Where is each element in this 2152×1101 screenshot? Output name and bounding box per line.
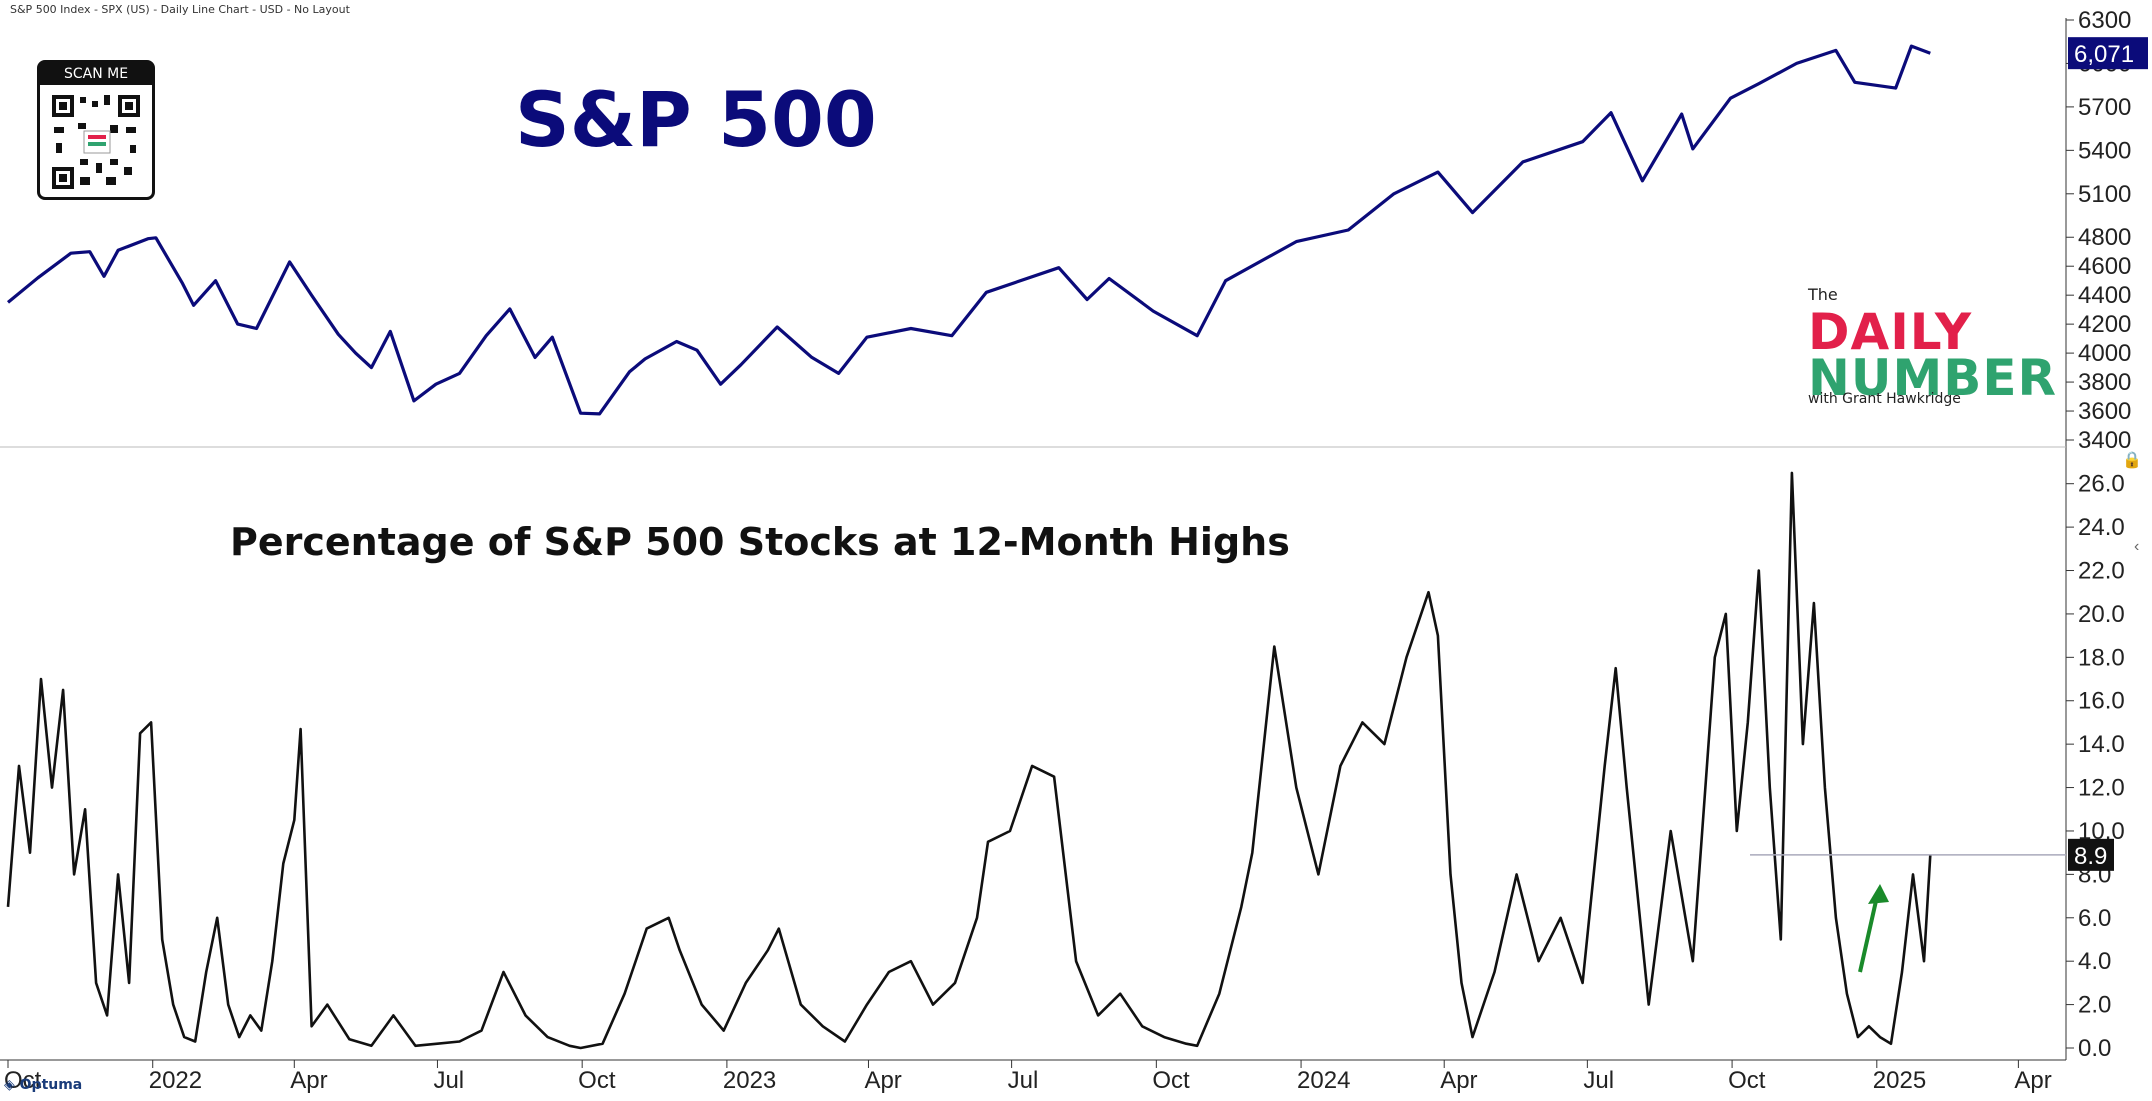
y-tick-label: 24.0 xyxy=(2078,514,2125,541)
y-tick-label: 5400 xyxy=(2078,137,2131,164)
x-tick-label: 2023 xyxy=(723,1067,776,1094)
x-tick-label: Jul xyxy=(1583,1067,1614,1094)
breadth-chart-title: Percentage of S&P 500 Stocks at 12-Month… xyxy=(230,520,1290,564)
x-tick-label: Oct xyxy=(1728,1067,1766,1094)
y-tick-label: 0.0 xyxy=(2078,1035,2111,1062)
y-tick-label: 6300 xyxy=(2078,7,2131,34)
x-tick-label: Oct xyxy=(4,1067,42,1094)
qr-code-icon xyxy=(50,93,142,191)
last-value-badge xyxy=(2068,37,2148,70)
y-tick-label: 14.0 xyxy=(2078,731,2125,758)
last-value-badge xyxy=(2068,838,2114,871)
optuma-label: Optuma xyxy=(19,1077,83,1093)
x-tick-label: Apr xyxy=(1440,1067,1477,1094)
logo-the: The xyxy=(1808,285,1838,304)
pct-new-highs-line xyxy=(6,471,1932,1050)
up-arrow-icon xyxy=(1858,891,1880,973)
x-tick-label: 2022 xyxy=(149,1067,202,1094)
price-chart-title: S&P 500 xyxy=(515,75,877,164)
qr-label: SCAN ME xyxy=(40,63,152,85)
x-tick-label: Apr xyxy=(2014,1067,2051,1094)
last-value-label: 6,071 xyxy=(2074,41,2134,68)
y-tick-label: 5700 xyxy=(2078,94,2131,121)
y-tick-label: 4000 xyxy=(2078,340,2131,367)
x-tick-label: 2025 xyxy=(1873,1067,1926,1094)
x-tick-label: Jul xyxy=(433,1067,464,1094)
x-tick-label: Jul xyxy=(1008,1067,1039,1094)
y-tick-label: 5100 xyxy=(2078,181,2131,208)
logo-byline: with Grant Hawkridge xyxy=(1808,391,1961,407)
up-arrow-head-icon xyxy=(1868,884,1889,904)
spx-price-line xyxy=(6,44,1931,416)
y-tick-label: 2.0 xyxy=(2078,992,2111,1019)
x-tick-label: Oct xyxy=(1152,1067,1190,1094)
collapse-chevron-icon[interactable]: ‹ xyxy=(2134,538,2140,555)
y-tick-label: 4.0 xyxy=(2078,948,2111,975)
y-tick-label: 18.0 xyxy=(2078,644,2125,671)
y-tick-label: 12.0 xyxy=(2078,775,2125,802)
y-tick-label: 4600 xyxy=(2078,253,2131,280)
daily-number-logo: The DAILY NUMBER with Grant Hawkridge xyxy=(1808,285,2056,420)
logo-number: NUMBER xyxy=(1808,349,2057,407)
qr-code-badge: SCAN ME xyxy=(37,60,155,200)
last-value-label: 8.9 xyxy=(2074,843,2107,870)
y-tick-label: 16.0 xyxy=(2078,688,2125,715)
x-tick-label: Apr xyxy=(290,1067,327,1094)
y-tick-label: 3800 xyxy=(2078,369,2131,396)
y-tick-label: 3400 xyxy=(2078,427,2131,454)
y-tick-label: 4800 xyxy=(2078,224,2131,251)
lock-icon[interactable]: 🔒 xyxy=(2122,452,2142,469)
x-tick-label: Apr xyxy=(864,1067,901,1094)
y-tick-label: 4200 xyxy=(2078,311,2131,338)
y-tick-label: 4400 xyxy=(2078,282,2131,309)
y-tick-label: 6.0 xyxy=(2078,905,2111,932)
y-tick-label: 3600 xyxy=(2078,398,2131,425)
logo-daily: DAILY xyxy=(1808,303,1973,361)
x-tick-label: 2024 xyxy=(1297,1067,1350,1094)
y-tick-label: 22.0 xyxy=(2078,558,2125,585)
y-tick-label: 26.0 xyxy=(2078,471,2125,498)
y-tick-label: 20.0 xyxy=(2078,601,2125,628)
optuma-brand: ◈ Optuma xyxy=(4,1077,83,1093)
x-tick-label: Oct xyxy=(578,1067,616,1094)
chart-header: S&P 500 Index - SPX (US) - Daily Line Ch… xyxy=(10,3,350,16)
